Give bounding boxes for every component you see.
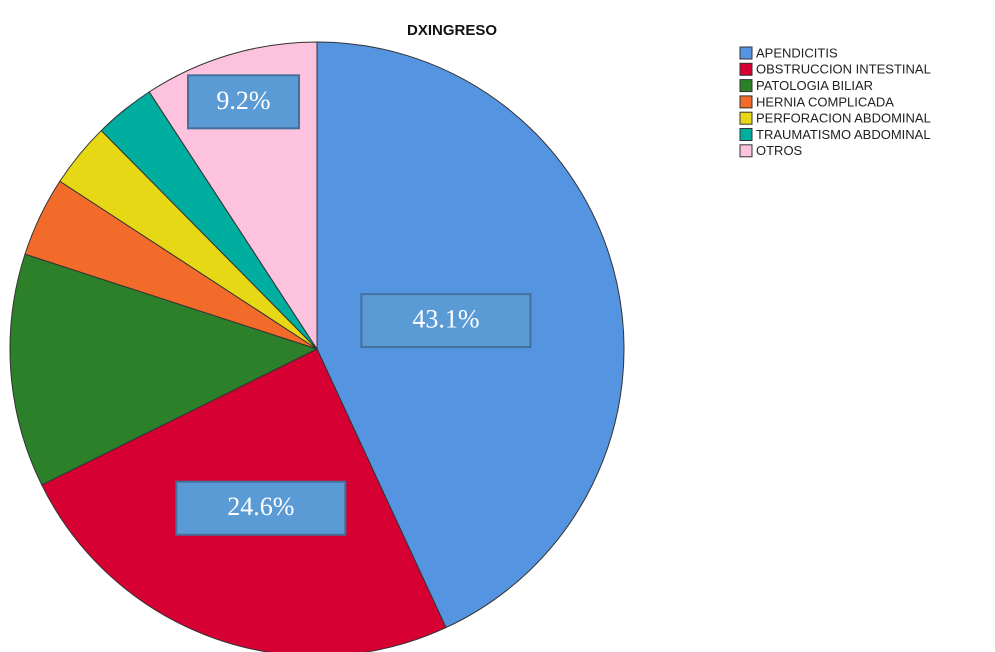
pie-slice	[9, 253, 319, 486]
legend-swatch	[739, 128, 753, 141]
value-label: 43.1%	[412, 305, 479, 334]
chart-title: DXINGRESO	[407, 22, 497, 39]
legend-label: PATOLOGIA BILIAR	[756, 78, 873, 93]
legend-label: TRAUMATISMO ABDOMINAL	[756, 127, 931, 142]
value-label: 24.6%	[227, 492, 294, 521]
legend-label: HERNIA COMPLICADA	[756, 94, 894, 109]
legend-label: APENDICITIS	[756, 45, 838, 60]
legend-swatch	[739, 144, 753, 158]
legend-swatch	[739, 95, 753, 109]
legend-swatch	[739, 46, 753, 60]
legend-label: OBSTRUCCION INTESTINAL	[756, 62, 931, 77]
legend-swatch	[739, 111, 753, 125]
label-box	[360, 293, 532, 349]
value-label: 9.2%	[216, 86, 270, 115]
legend-swatch	[739, 62, 753, 76]
label-box	[175, 480, 347, 536]
legend-label: PERFORACION ABDOMINAL	[756, 111, 931, 126]
legend-label: OTROS	[756, 143, 803, 158]
legend-swatch	[739, 79, 753, 93]
label-box	[186, 74, 300, 130]
